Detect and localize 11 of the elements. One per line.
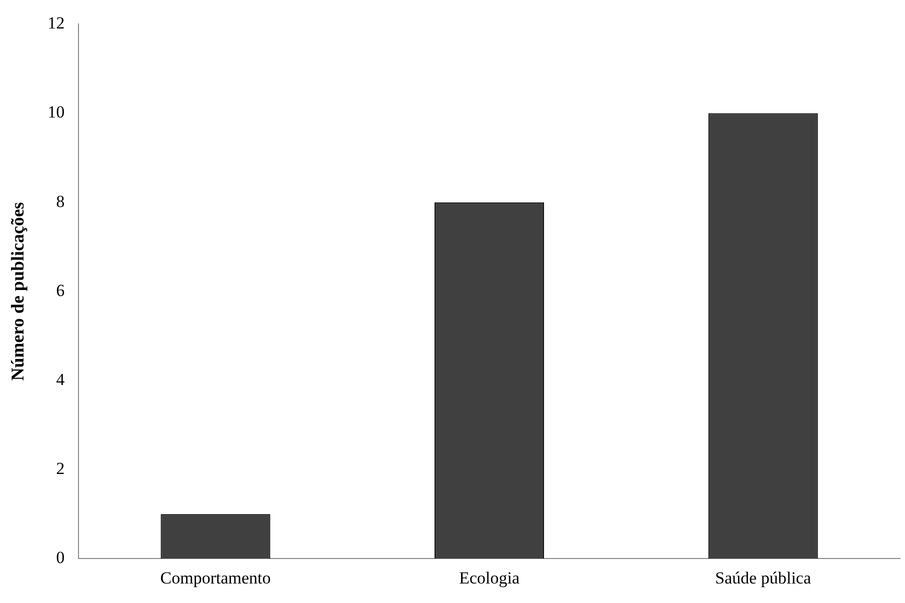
x-tick-label: Comportamento [160, 568, 271, 588]
y-tick-label: 6 [56, 280, 65, 300]
x-tick-label: Ecologia [459, 568, 520, 588]
y-tick-label: 0 [56, 548, 65, 568]
x-tick-label: Saúde pública [715, 568, 812, 588]
y-tick-label: 12 [48, 14, 65, 33]
y-axis-title: Número de publicações [7, 202, 28, 381]
y-tick-label: 4 [56, 370, 66, 389]
y-tick-label: 8 [56, 192, 65, 211]
y-tick-label: 2 [56, 459, 65, 478]
y-tick-label: 10 [48, 102, 65, 122]
